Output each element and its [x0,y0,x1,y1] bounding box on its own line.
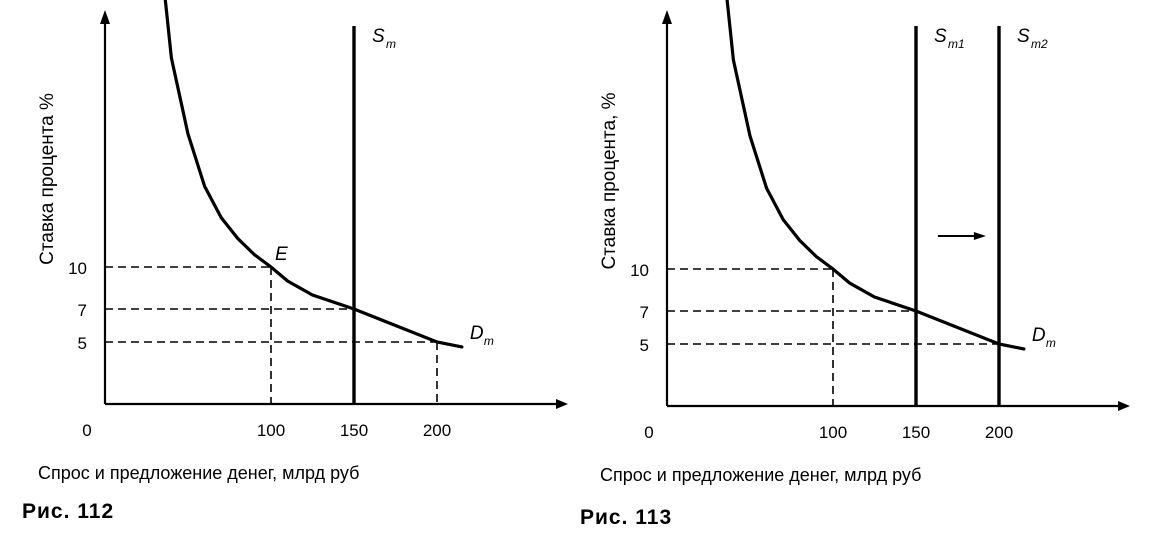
panel2-figure-caption: Рис. 113 [580,506,672,529]
panel1-demand-curve [163,0,464,349]
panel1-y-axis-arrow [100,10,110,24]
panel1-x-tick-1: 150 [340,421,368,440]
panel1-y-axis-label: Ставка процента % [37,93,58,265]
panel2-shift-arrowhead [973,232,986,240]
panel2-x-tick-1: 150 [902,423,930,442]
panel2-origin-label: 0 [644,423,653,442]
panel1-x-tick-2: 200 [423,421,451,440]
panel2-supply-label-sub-1: m2 [1031,37,1048,51]
panel2-x-axis-label: Спрос и предложение денег, млрд руб [600,465,921,485]
panel2-demand-label-bottom-sub: m [1046,336,1056,350]
panel1-origin-label: 0 [82,421,91,440]
panel1-supply-label-sub-0: m [386,37,396,51]
panel2-y-axis-arrow [662,10,672,24]
panel1-figure-caption: Рис. 112 [22,500,114,523]
panel2-x-tick-0: 100 [819,423,847,442]
panel1-y-tick-1: 7 [78,301,87,320]
panel2-y-axis-label: Ставка процента, % [599,92,620,269]
panel2-y-tick-2: 5 [640,336,649,355]
panel1-supply-label-0: S [372,26,385,47]
panel1-y-tick-2: 5 [78,334,87,353]
panel2-supply-label-1: S [1017,26,1030,47]
panel1-x-axis-label: Спрос и предложение денег, млрд руб [38,463,359,483]
panel2-x-tick-2: 200 [985,423,1013,442]
panel1-equilibrium-label: E [275,244,288,265]
panel1-demand-label-bottom-sub: m [484,334,494,348]
panel2-supply-label-0: S [934,26,947,47]
panel1-x-tick-0: 100 [257,421,285,440]
panel2-y-tick-0: 10 [630,261,649,280]
panel2-y-tick-1: 7 [640,303,649,322]
panel2-demand-curve [725,0,1026,351]
panel2-x-axis-arrow [1118,401,1130,411]
panel2-demand-label-bottom: D [1032,325,1046,346]
panel1-y-tick-0: 10 [68,259,87,278]
panel1-demand-label-bottom: D [470,323,484,344]
panel1-x-axis-arrow [556,399,568,409]
panel2-supply-label-sub-0: m1 [948,37,965,51]
